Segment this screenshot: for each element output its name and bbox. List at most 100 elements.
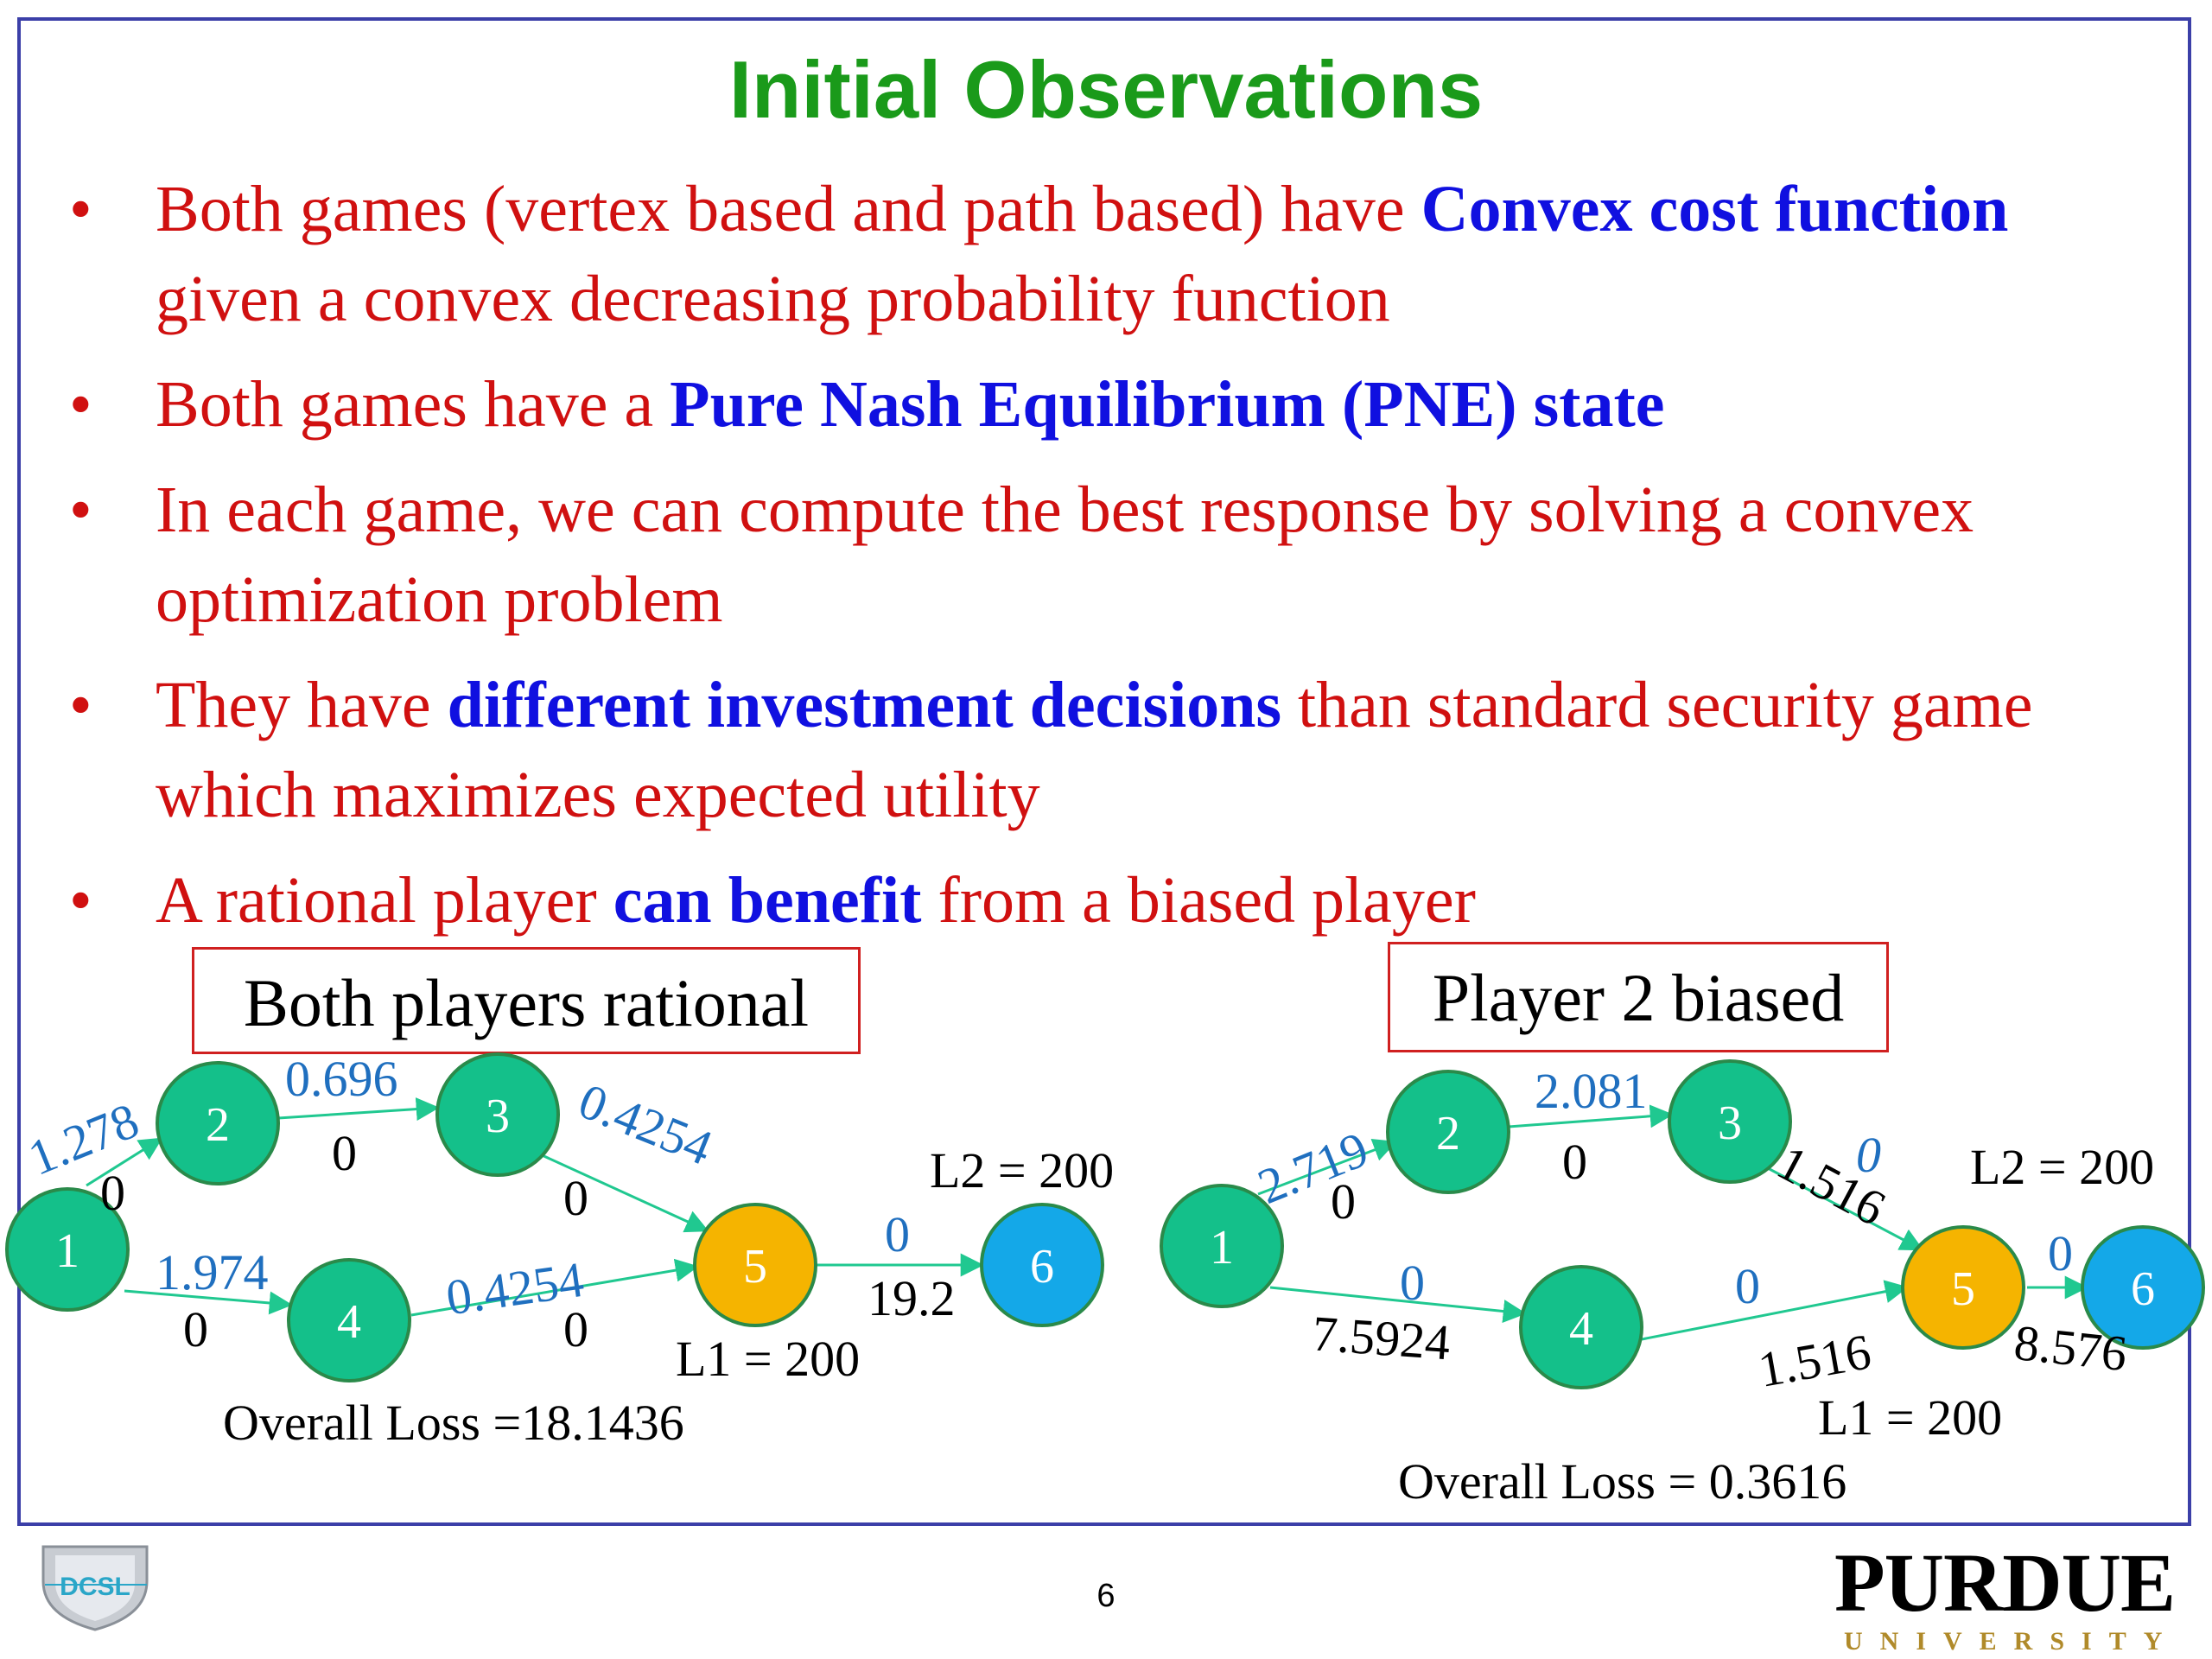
left-label-1-4-bottom: 0: [183, 1301, 208, 1357]
left-edge-1-4: [124, 1289, 293, 1315]
right-node-5-label: 5: [1951, 1262, 1975, 1316]
dcsl-shield-icon: DCSL: [41, 1545, 149, 1631]
right-edge-3-5: [1767, 1166, 1924, 1251]
bullet-text: than standard security game which maximi…: [156, 669, 2033, 831]
right-edges: [1257, 1104, 2088, 1341]
right-overall-loss: Overall Loss = 0.3616: [1398, 1453, 1847, 1510]
left-nodes: 1 2 3 4 5 6: [5, 1052, 1104, 1382]
right-label-5-6-top: 0: [2048, 1225, 2073, 1281]
left-node-2: 2: [156, 1061, 280, 1185]
right-label-1-4-bottom: 7.5924: [1311, 1305, 1452, 1370]
left-edge-3-5: [528, 1147, 709, 1233]
right-label-4-5-bottom: 1.516: [1754, 1323, 1875, 1398]
page-number: 6: [1096, 1578, 1116, 1614]
right-label-3-5-top: 0: [1856, 1127, 1881, 1183]
purdue-logo-word: PURDUE: [1834, 1536, 2176, 1629]
right-node-4: 4: [1519, 1265, 1643, 1389]
purdue-logo: PURDUE UNIVERSITY: [1832, 1540, 2177, 1657]
right-label-1-2-top: 2.719: [1250, 1121, 1376, 1215]
right-label-1-4-top: 0: [1400, 1255, 1425, 1311]
left-graph-label: Both players rational: [192, 947, 861, 1054]
bullet-item: • A rational player can benefit from a bi…: [69, 855, 2143, 945]
bullet-text: given a convex decreasing probability fu…: [156, 263, 1390, 335]
right-l2-label: L2 = 200: [1970, 1139, 2154, 1195]
right-node-3-label: 3: [1718, 1096, 1742, 1150]
left-l1-label: L1 = 200: [676, 1331, 860, 1387]
bullet-text: In each game, we can compute the best re…: [156, 474, 1974, 636]
right-graph-label: Player 2 biased: [1388, 942, 1889, 1052]
left-node-5-label: 5: [743, 1240, 767, 1294]
right-node-5: 5: [1901, 1225, 2025, 1350]
left-label-1-2-top: 1.278: [21, 1092, 146, 1186]
bullet-text: Both games have a: [156, 368, 671, 441]
right-label-4-5-top: 0: [1735, 1258, 1760, 1314]
bullet-text: A rational player: [156, 864, 613, 937]
bullet-text: They have: [156, 669, 448, 741]
dcsl-logo-text: DCSL: [60, 1573, 130, 1601]
right-node-6: 6: [2081, 1225, 2205, 1350]
left-label-4-5-bottom: 0: [563, 1301, 588, 1357]
right-node-3: 3: [1668, 1059, 1792, 1184]
dcsl-logo: DCSL: [26, 1538, 164, 1637]
bullet-list: • Both games (vertex based and path based…: [69, 164, 2143, 961]
slide-frame: [17, 17, 2191, 1526]
left-edge-2-3: [277, 1097, 440, 1122]
bullet-dot-icon: •: [69, 669, 92, 741]
bullet-highlight: different investment decisions: [447, 669, 1282, 741]
right-edge-1-4: [1269, 1286, 1527, 1323]
bullet-item: • Both games have a Pure Nash Equilibrium…: [69, 359, 2143, 449]
purdue-logo-sub: UNIVERSITY: [1844, 1627, 2180, 1656]
left-node-1-label: 1: [55, 1224, 79, 1278]
left-node-6-label: 6: [1030, 1240, 1054, 1294]
right-edge-labels: 2.719 0 2.081 0 0 1.516 0 7.5924 0 1.516…: [1250, 1063, 2154, 1510]
bullet-item: • In each game, we can compute the best r…: [69, 465, 2143, 645]
bullet-highlight: can benefit: [613, 864, 922, 937]
slide-title: Initial Observations: [728, 44, 1484, 135]
right-label-2-3-bottom: 0: [1562, 1134, 1587, 1190]
left-label-5-6-top: 0: [885, 1206, 910, 1262]
right-nodes: 1 2 3 4 5 6: [1160, 1059, 2205, 1389]
bullet-item: • They have different investment decision…: [69, 660, 2143, 840]
left-node-4: 4: [287, 1258, 411, 1382]
bullet-dot-icon: •: [69, 474, 92, 546]
right-edge-4-5: [1641, 1280, 1909, 1341]
left-edge-1-2: [86, 1137, 163, 1187]
right-node-1: 1: [1160, 1184, 1284, 1308]
bullet-text: from a biased player: [921, 864, 1476, 937]
left-node-5: 5: [693, 1203, 817, 1327]
right-label-2-3-top: 2.081: [1535, 1063, 1648, 1119]
bullet-highlight: Pure Nash Equilibrium (PNE) state: [670, 368, 1665, 441]
left-node-3-label: 3: [486, 1090, 510, 1143]
right-label-1-2-bottom: 0: [1331, 1173, 1356, 1230]
right-node-4-label: 4: [1569, 1302, 1593, 1356]
right-node-2-label: 2: [1436, 1107, 1460, 1160]
left-label-2-3-bottom: 0: [332, 1125, 357, 1181]
left-label-1-2-bottom: 0: [100, 1165, 125, 1221]
right-edge-1-2: [1257, 1139, 1397, 1196]
right-node-6-label: 6: [2131, 1262, 2155, 1316]
left-node-4-label: 4: [337, 1295, 361, 1349]
bullet-item: • Both games (vertex based and path based…: [69, 164, 2143, 344]
bullet-text: Both games (vertex based and path based)…: [156, 173, 1421, 245]
right-label-5-6-bottom: 8.576: [2012, 1314, 2130, 1382]
left-label-3-5-bottom: 0: [563, 1170, 588, 1226]
left-node-3: 3: [435, 1052, 560, 1177]
left-label-1-4-top: 1.974: [156, 1244, 269, 1300]
left-l2-label: L2 = 200: [930, 1142, 1114, 1198]
bullet-highlight: Convex cost function: [1421, 173, 2009, 245]
bullet-dot-icon: •: [69, 173, 92, 245]
bullet-dot-icon: •: [69, 864, 92, 937]
right-edge-2-3: [1508, 1104, 1674, 1128]
left-label-2-3-top: 0.696: [285, 1051, 398, 1107]
left-label-5-6-bottom: 19.2: [868, 1270, 956, 1326]
right-node-2: 2: [1386, 1070, 1510, 1194]
left-edges: [86, 1097, 984, 1317]
left-overall-loss: Overall Loss =18.1436: [223, 1395, 684, 1451]
left-label-3-5-top: 0.4254: [571, 1072, 720, 1176]
left-edge-4-5: [410, 1258, 699, 1317]
left-node-2-label: 2: [206, 1098, 230, 1152]
right-node-1-label: 1: [1210, 1221, 1234, 1274]
bullet-dot-icon: •: [69, 368, 92, 441]
left-node-6: 6: [980, 1203, 1104, 1327]
